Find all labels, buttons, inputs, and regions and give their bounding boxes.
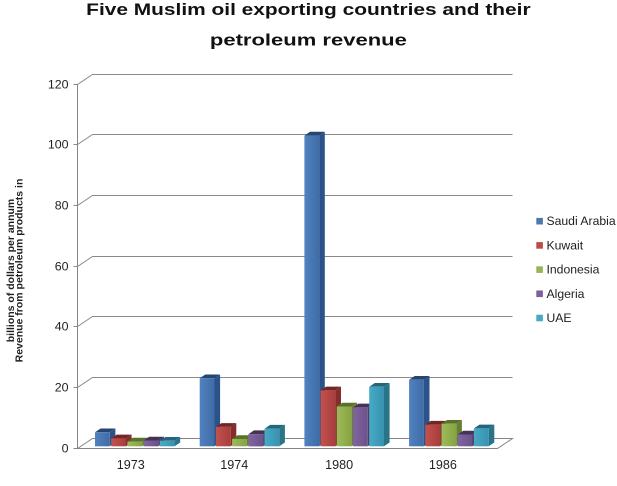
svg-text:1986: 1986 (429, 458, 457, 472)
svg-text:120: 120 (48, 78, 69, 92)
svg-text:100: 100 (48, 138, 69, 152)
svg-text:20: 20 (55, 381, 69, 395)
svg-text:60: 60 (55, 260, 69, 274)
svg-text:40: 40 (55, 320, 69, 334)
svg-text:billions of dollars per annum: billions of dollars per annum (5, 199, 17, 343)
svg-text:80: 80 (55, 199, 69, 213)
svg-text:Saudi Arabia: Saudi Arabia (547, 214, 616, 228)
svg-text:Kuwait: Kuwait (547, 238, 584, 252)
svg-text:Five Muslim oil exporting coun: Five Muslim oil exporting countries and … (86, 0, 531, 19)
svg-text:1973: 1973 (117, 458, 145, 472)
svg-text:Algeria: Algeria (547, 287, 585, 301)
svg-text:Indonesia: Indonesia (547, 263, 600, 277)
svg-text:1980: 1980 (325, 458, 353, 472)
svg-text:Revenue from petroleum product: Revenue from petroleum products in (14, 179, 26, 363)
svg-text:0: 0 (62, 442, 69, 456)
svg-text:petroleum revenue: petroleum revenue (210, 31, 407, 50)
svg-text:UAE: UAE (547, 311, 572, 325)
svg-text:1974: 1974 (220, 458, 248, 472)
